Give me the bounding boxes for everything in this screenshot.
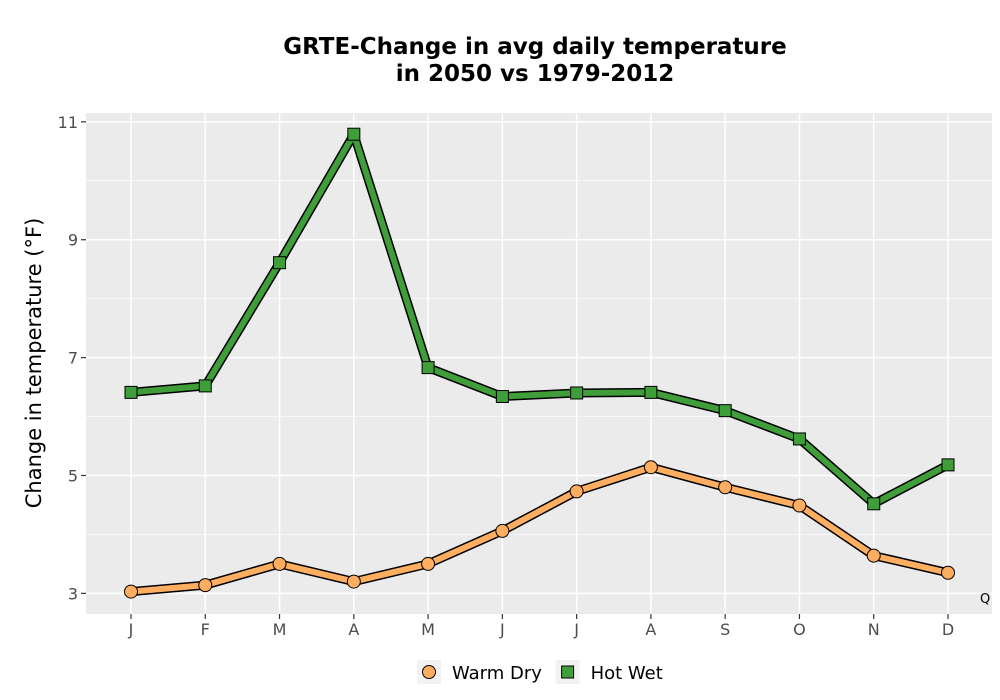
- y-axis-title: Change in temperature (°F): [22, 218, 46, 509]
- data-point-warm-dry: [569, 484, 584, 499]
- x-tick-label: F: [201, 620, 210, 639]
- data-point-hot-wet: [273, 256, 287, 270]
- data-point-hot-wet: [941, 458, 955, 472]
- x-tick-label: A: [645, 620, 656, 639]
- x-tick-label: O: [793, 620, 806, 639]
- data-point-warm-dry: [421, 556, 436, 571]
- data-point-warm-dry: [495, 523, 510, 538]
- legend: Warm Dry Hot Wet: [417, 660, 663, 684]
- data-point-hot-wet: [867, 497, 881, 511]
- legend-label-warm-dry: Warm Dry: [452, 663, 542, 684]
- data-point-hot-wet: [421, 361, 435, 375]
- series-layer: [124, 127, 955, 599]
- series-line-hot-wet: [128, 131, 951, 507]
- data-point-hot-wet: [124, 385, 138, 399]
- data-point-warm-dry: [866, 548, 881, 563]
- series-line-warm-dry: [128, 464, 951, 595]
- data-point-warm-dry: [941, 565, 955, 580]
- y-axis-ticks: 3 5 7 9 11: [58, 113, 86, 603]
- data-point-hot-wet: [347, 127, 361, 141]
- y-tick-label: 11: [58, 113, 78, 132]
- data-point-hot-wet: [644, 385, 658, 399]
- data-point-warm-dry: [643, 460, 658, 475]
- legend-marker-warm-dry: [422, 665, 436, 679]
- x-tick-label: A: [348, 620, 359, 639]
- chart-title-line-1: GRTE-Change in avg daily temperature: [283, 34, 787, 60]
- x-tick-label: M: [273, 620, 287, 639]
- data-point-warm-dry: [718, 480, 733, 495]
- x-tick-label: J: [128, 620, 134, 639]
- data-point-hot-wet: [792, 432, 806, 446]
- y-tick-label: 5: [68, 466, 78, 485]
- data-point-warm-dry: [124, 584, 138, 599]
- data-point-warm-dry: [792, 498, 807, 513]
- data-point-hot-wet: [718, 404, 732, 418]
- x-tick-label: J: [573, 620, 579, 639]
- legend-marker-hot-wet: [561, 665, 575, 679]
- chart-title-line-2: in 2050 vs 1979-2012: [396, 61, 675, 87]
- grid-lines: [86, 113, 992, 614]
- y-tick-label: 9: [68, 231, 78, 250]
- corner-annotation: Q: [980, 592, 990, 607]
- legend-label-hot-wet: Hot Wet: [591, 663, 663, 684]
- x-tick-label: M: [421, 620, 435, 639]
- x-tick-label: D: [942, 620, 954, 639]
- data-point-hot-wet: [198, 379, 212, 393]
- y-tick-label: 3: [68, 584, 78, 603]
- x-tick-label: N: [868, 620, 880, 639]
- y-tick-label: 7: [68, 349, 78, 368]
- data-point-warm-dry: [346, 574, 361, 589]
- data-point-warm-dry: [272, 556, 287, 571]
- data-point-hot-wet: [495, 390, 509, 404]
- x-tick-label: J: [499, 620, 505, 639]
- data-point-hot-wet: [570, 386, 584, 400]
- data-point-warm-dry: [198, 578, 213, 593]
- x-tick-label: S: [720, 620, 730, 639]
